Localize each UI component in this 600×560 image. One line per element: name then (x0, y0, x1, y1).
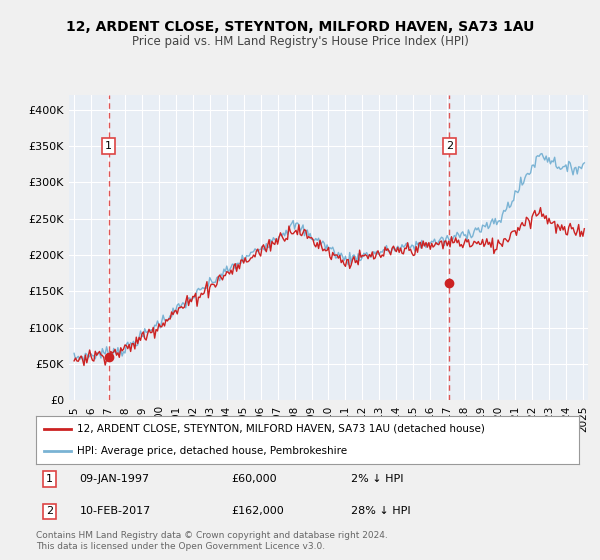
Text: 12, ARDENT CLOSE, STEYNTON, MILFORD HAVEN, SA73 1AU: 12, ARDENT CLOSE, STEYNTON, MILFORD HAVE… (66, 20, 534, 34)
Text: HPI: Average price, detached house, Pembrokeshire: HPI: Average price, detached house, Pemb… (77, 446, 347, 456)
Text: 12, ARDENT CLOSE, STEYNTON, MILFORD HAVEN, SA73 1AU (detached house): 12, ARDENT CLOSE, STEYNTON, MILFORD HAVE… (77, 424, 485, 434)
Text: 09-JAN-1997: 09-JAN-1997 (79, 474, 149, 484)
Text: 2% ↓ HPI: 2% ↓ HPI (351, 474, 403, 484)
Text: Contains HM Land Registry data © Crown copyright and database right 2024.: Contains HM Land Registry data © Crown c… (36, 531, 388, 540)
Text: 1: 1 (46, 474, 53, 484)
Text: £60,000: £60,000 (232, 474, 277, 484)
Text: 2: 2 (446, 141, 453, 151)
Text: 10-FEB-2017: 10-FEB-2017 (79, 506, 151, 516)
Text: 2: 2 (46, 506, 53, 516)
Text: This data is licensed under the Open Government Licence v3.0.: This data is licensed under the Open Gov… (36, 542, 325, 550)
Text: 1: 1 (105, 141, 112, 151)
Text: Price paid vs. HM Land Registry's House Price Index (HPI): Price paid vs. HM Land Registry's House … (131, 35, 469, 48)
Text: 28% ↓ HPI: 28% ↓ HPI (351, 506, 410, 516)
Text: £162,000: £162,000 (232, 506, 284, 516)
